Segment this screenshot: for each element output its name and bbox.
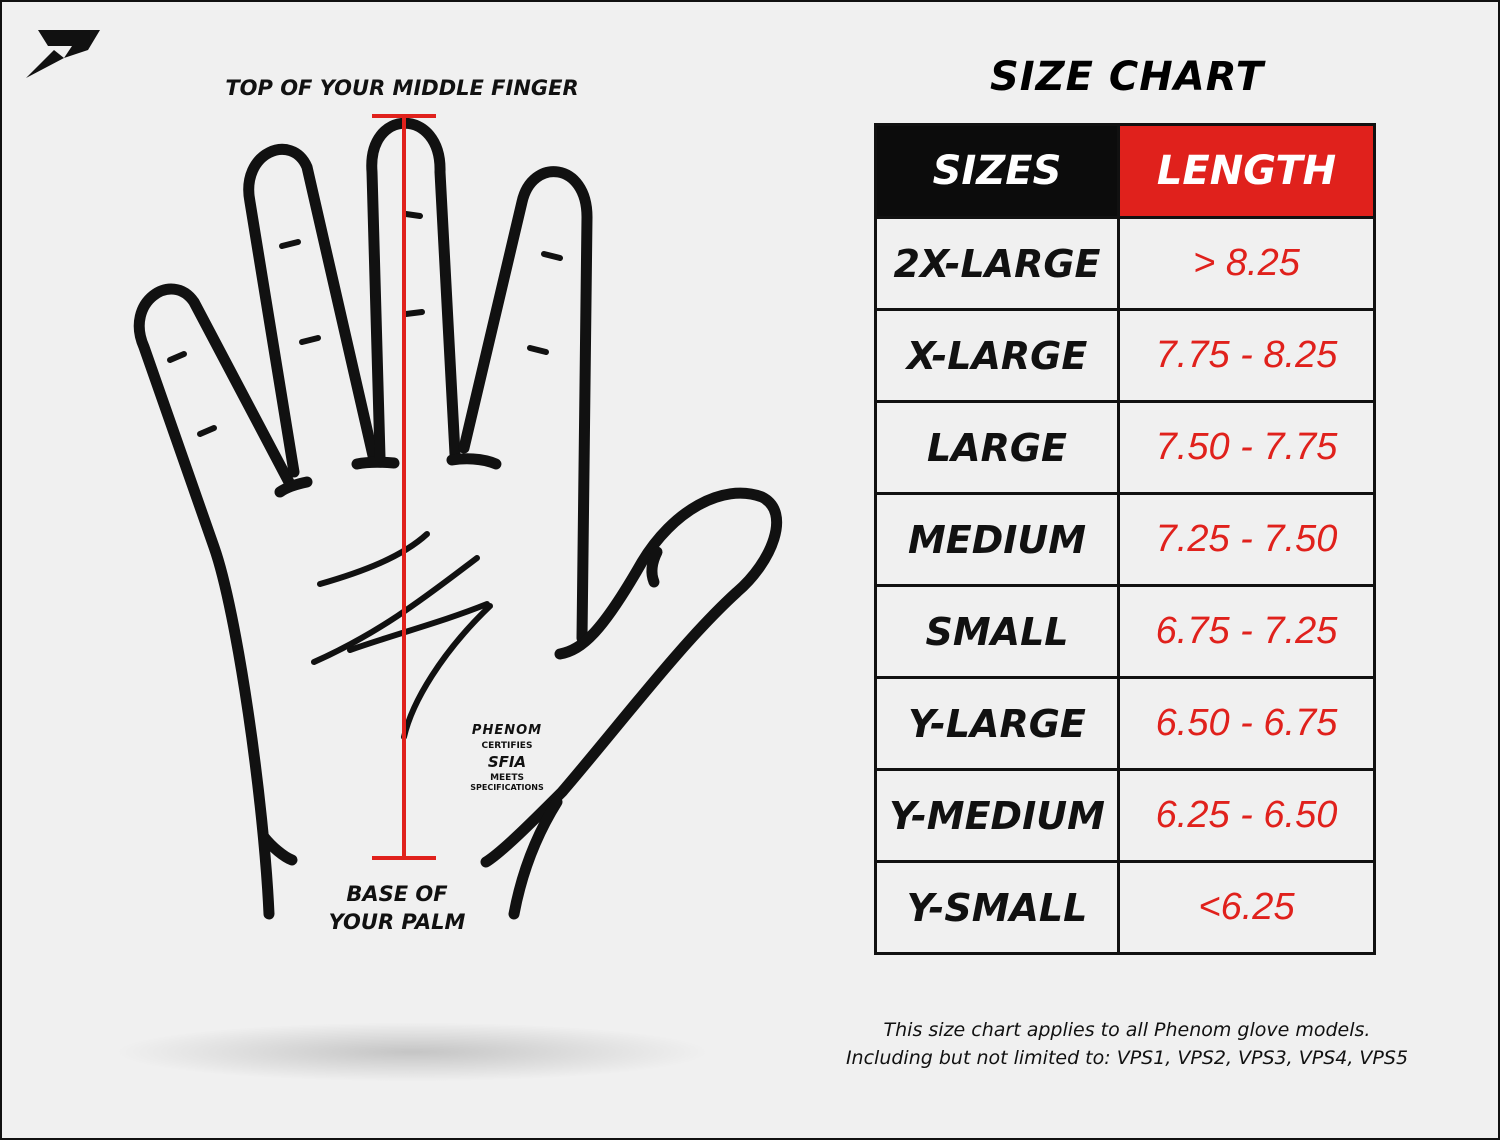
- note-line1: This size chart applies to all Phenom gl…: [883, 1019, 1371, 1041]
- base-label-line1: BASE OF: [346, 882, 448, 906]
- size-cell: Y-LARGE: [874, 676, 1120, 771]
- sfia-certification-badge: PHENOM CERTIFIES SFIA MEETS SPECIFICATIO…: [457, 723, 557, 792]
- length-cell: 6.50 - 6.75: [1117, 676, 1376, 771]
- badge-brand: PHENOM: [471, 723, 543, 738]
- header-sizes: SIZES: [874, 123, 1120, 219]
- hand-shadow: [112, 1022, 712, 1082]
- length-cell: > 8.25: [1117, 216, 1376, 311]
- table-row: MEDIUM 7.25 - 7.50: [874, 492, 1376, 587]
- size-cell: LARGE: [874, 400, 1120, 495]
- size-cell: 2X-LARGE: [874, 216, 1120, 311]
- table-row: LARGE 7.50 - 7.75: [874, 400, 1376, 495]
- length-cell: 7.25 - 7.50: [1117, 492, 1376, 587]
- size-cell: Y-SMALL: [874, 860, 1120, 955]
- size-cell: Y-MEDIUM: [874, 768, 1120, 863]
- length-cell: 7.75 - 8.25: [1117, 308, 1376, 403]
- header-length: LENGTH: [1117, 123, 1376, 219]
- size-chart-table: SIZES LENGTH 2X-LARGE > 8.25 X-LARGE 7.75 -…: [874, 123, 1376, 955]
- applicability-note: This size chart applies to all Phenom gl…: [842, 1016, 1412, 1072]
- length-cell: 6.25 - 6.50: [1117, 768, 1376, 863]
- badge-certifies: CERTIFIES: [481, 741, 533, 752]
- measurement-line: [372, 114, 436, 860]
- table-row: Y-SMALL <6.25: [874, 860, 1376, 955]
- table-row: X-LARGE 7.75 - 8.25: [874, 308, 1376, 403]
- length-cell: <6.25: [1117, 860, 1376, 955]
- table-header-row: SIZES LENGTH: [874, 123, 1376, 219]
- table-row: Y-MEDIUM 6.25 - 6.50: [874, 768, 1376, 863]
- badge-specifications: SPECIFICATIONS: [470, 782, 544, 792]
- note-line2: Including but not limited to: VPS1, VPS2…: [845, 1047, 1409, 1069]
- top-of-middle-finger-label: TOP OF YOUR MIDDLE FINGER: [225, 76, 579, 100]
- hand-diagram: [133, 114, 783, 920]
- table-row: 2X-LARGE > 8.25: [874, 216, 1376, 311]
- size-cell: X-LARGE: [874, 308, 1120, 403]
- table-row: SMALL 6.75 - 7.25: [874, 584, 1376, 679]
- size-chart-title: SIZE CHART: [989, 54, 1265, 100]
- base-of-palm-label: BASE OF YOUR PALM: [302, 880, 492, 936]
- table-row: Y-LARGE 6.50 - 6.75: [874, 676, 1376, 771]
- size-cell: SMALL: [874, 584, 1120, 679]
- phenom-logo: [26, 30, 100, 78]
- size-cell: MEDIUM: [874, 492, 1120, 587]
- length-cell: 6.75 - 7.25: [1117, 584, 1376, 679]
- base-label-line2: YOUR PALM: [328, 910, 466, 934]
- length-cell: 7.50 - 7.75: [1117, 400, 1376, 495]
- badge-meets: MEETS: [490, 772, 524, 783]
- badge-sfia: SFIA: [487, 753, 527, 772]
